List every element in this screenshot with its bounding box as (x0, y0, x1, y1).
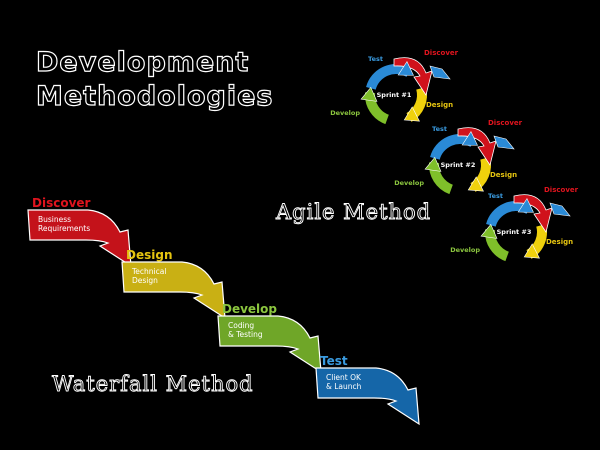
title-line-2: Methodologies (35, 80, 274, 112)
agile-test-label: Test (368, 55, 383, 63)
waterfall-step-heading: Test (320, 354, 348, 368)
page-title: Development Methodologies (35, 46, 274, 114)
agile-sprint-label: Sprint #2 (441, 161, 476, 169)
waterfall-step-heading: Design (126, 248, 173, 262)
waterfall-step-text: Requirements (38, 224, 90, 233)
agile-test-arrowhead (517, 197, 534, 213)
waterfall-step-heading: Discover (32, 196, 91, 210)
agile-discover-arrow (393, 57, 433, 96)
agile-design-arrowhead (403, 106, 420, 122)
agile-develop-label: Develop (394, 179, 424, 187)
waterfall-method-label: Waterfall Method (52, 372, 254, 397)
agile-test-label: Test (432, 125, 447, 133)
agile-sprint-label: Sprint #3 (497, 228, 532, 236)
title-line-1: Development (35, 46, 250, 78)
agile-develop-arrowhead (480, 223, 498, 239)
agile-develop-label: Develop (450, 246, 480, 254)
waterfall-arrow-test (315, 367, 420, 426)
agile-develop-arrowhead (360, 86, 378, 102)
waterfall-arrow-design (121, 261, 226, 320)
agile-design-arrowhead (467, 176, 484, 192)
agile-design-arrowhead (523, 243, 540, 259)
agile-test-arrowhead (397, 60, 414, 76)
agile-discover-label: Discover (544, 186, 579, 194)
agile-test-tail (549, 202, 571, 217)
waterfall-diagram: DiscoverBusinessRequirementsDesignTechni… (27, 196, 420, 426)
agile-develop-arrowhead (424, 156, 442, 172)
agile-cycle-3: Discover Test Design Develop Sprint #3 (450, 186, 579, 262)
waterfall-step-text: Coding (228, 321, 254, 330)
waterfall-arrow-develop (217, 315, 322, 374)
agile-method-label: Agile Method (276, 200, 432, 225)
agile-discover-arrow (457, 127, 497, 166)
agile-design-label: Design (546, 238, 573, 246)
agile-design-label: Design (426, 101, 453, 109)
agile-discover-label: Discover (424, 49, 459, 57)
waterfall-step-develop: Develop Coding& Testing (217, 302, 322, 374)
agile-test-arrowhead (461, 130, 478, 146)
agile-discover-arrow (513, 194, 553, 233)
waterfall-step-text: & Launch (326, 382, 362, 391)
agile-cycle-1: Discover Test Design Develop Sprint #1 (330, 49, 459, 125)
agile-develop-label: Develop (330, 109, 360, 117)
waterfall-arrow-discover (27, 209, 132, 268)
agile-design-label: Design (490, 171, 517, 179)
waterfall-step-text: & Testing (228, 330, 263, 339)
waterfall-step-heading: Develop (222, 302, 277, 316)
waterfall-step-text: Business (38, 215, 71, 224)
agile-test-tail (493, 135, 515, 150)
waterfall-step-text: Technical (131, 267, 166, 276)
agile-test-label: Test (488, 192, 503, 200)
agile-discover-label: Discover (488, 119, 523, 127)
agile-test-tail (429, 65, 451, 80)
waterfall-step-test: Test Client OK& Launch (315, 354, 420, 426)
agile-cycle-2: Discover Test Design Develop Sprint #2 (394, 119, 523, 195)
waterfall-step-text: Client OK (326, 373, 362, 382)
waterfall-step-text: Design (132, 276, 158, 285)
agile-sprint-label: Sprint #1 (377, 91, 412, 99)
